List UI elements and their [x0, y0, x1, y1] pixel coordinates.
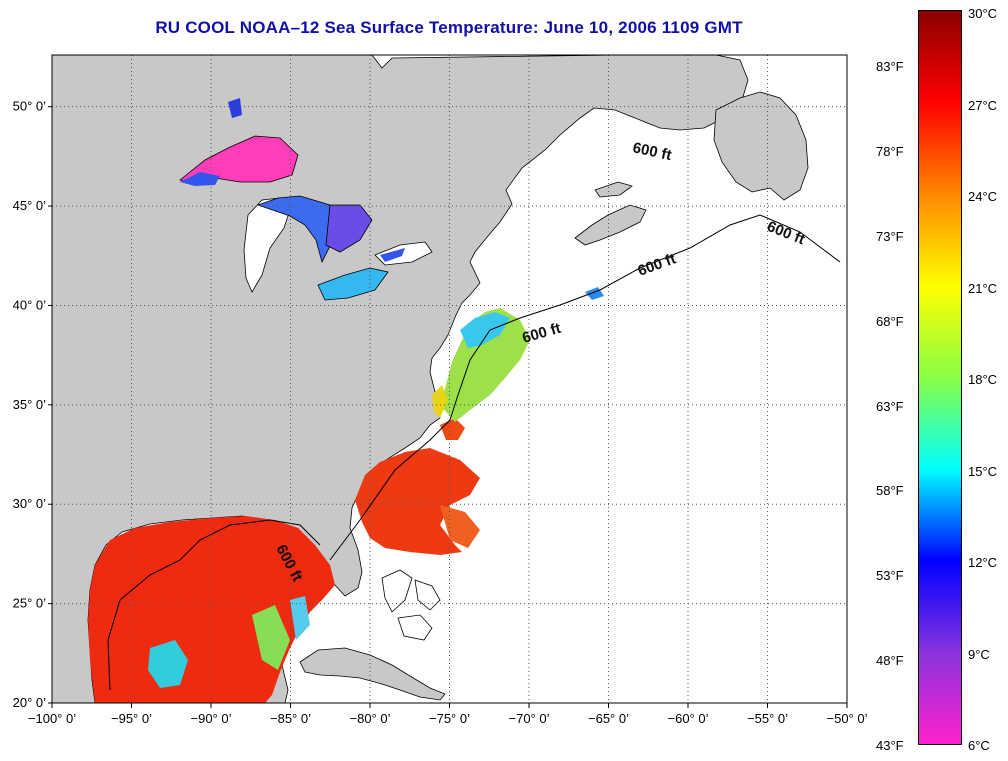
- colorbar-celsius-label: 21°C: [968, 280, 998, 296]
- pei-island: [594, 181, 633, 198]
- colorbar-celsius-label: 9°C: [968, 646, 990, 662]
- lat-tick-label: 35° 0’: [13, 397, 47, 412]
- longitude-axis: −100° 0’ −95° 0’ −90° 0’ −85° 0’ −80° 0’ −75°…: [28, 703, 868, 726]
- colorbar-fahrenheit-label: 58°F: [876, 483, 904, 499]
- colorbar-celsius-label: 24°C: [968, 189, 998, 204]
- colorbar-celsius-label: 6°C: [968, 738, 990, 753]
- great-lakes: [179, 98, 433, 301]
- lat-tick-label: 25° 0’: [13, 596, 47, 611]
- lat-tick-label: 30° 0’: [13, 496, 47, 511]
- colorbar-fahrenheit-label: 78°F: [876, 143, 904, 159]
- colorbar-fahrenheit-label: 73°F: [876, 228, 904, 244]
- lon-tick-label: −65° 0’: [588, 711, 629, 726]
- lon-tick-label: −70° 0’: [509, 711, 550, 726]
- lon-tick-label: −60° 0’: [668, 711, 709, 726]
- depth-contour-600ft: [107, 214, 841, 691]
- lat-tick-label: 50° 0’: [13, 99, 47, 114]
- newfoundland-land: [713, 91, 809, 201]
- mid-atlantic-sst: [440, 308, 530, 422]
- lat-tick-label: 45° 0’: [13, 198, 47, 213]
- lon-tick-label: −85° 0’: [270, 711, 311, 726]
- lon-tick-label: −90° 0’: [191, 711, 232, 726]
- lon-tick-label: −55° 0’: [747, 711, 788, 726]
- cuba-island: [299, 647, 446, 701]
- colorbar-fahrenheit-label: 83°F: [876, 59, 904, 74]
- lon-tick-label: −50° 0’: [827, 711, 868, 726]
- colorbar-fahrenheit-label: 48°F: [876, 653, 904, 669]
- colorbar-celsius-label: 27°C: [968, 97, 998, 113]
- lat-lon-grid: [52, 55, 847, 703]
- bahamas-islands: [381, 569, 441, 641]
- lat-tick-label: 20° 0’: [13, 695, 47, 710]
- shelf-cold-water: [460, 312, 510, 348]
- lon-tick-label: −100° 0’: [28, 711, 76, 726]
- southeast-atlantic-sst: [355, 448, 480, 555]
- map-title: RU COOL NOAA–12 Sea Surface Temperature:…: [155, 18, 743, 37]
- colorbar-gradient: [918, 10, 962, 745]
- gulf-cooler-patches: [148, 596, 310, 688]
- colorbar-celsius-label: 18°C: [968, 372, 998, 387]
- lon-tick-label: −80° 0’: [350, 711, 391, 726]
- colorbar-fahrenheit-label: 68°F: [876, 313, 904, 329]
- latitude-axis: 50° 0’ 45° 0’ 40° 0’ 35° 0’ 30° 0’ 25° 0’ 20° …: [13, 99, 52, 710]
- lon-tick-label: −75° 0’: [429, 711, 470, 726]
- chesapeake-sst: [432, 385, 448, 418]
- colorbar-fahrenheit-label: 63°F: [876, 398, 904, 414]
- colorbar-celsius-label: 12°C: [968, 555, 998, 570]
- lat-tick-label: 40° 0’: [13, 297, 47, 312]
- colorbar-fahrenheit-label: 53°F: [876, 568, 904, 584]
- colorbar-celsius-label: 15°C: [968, 463, 998, 479]
- colorbar-celsius-label: 30°C: [968, 6, 998, 21]
- lon-tick-label: −95° 0’: [111, 711, 152, 726]
- nova-scotia-land: [574, 204, 647, 246]
- colorbar-fahrenheit-label: 43°F: [876, 738, 904, 753]
